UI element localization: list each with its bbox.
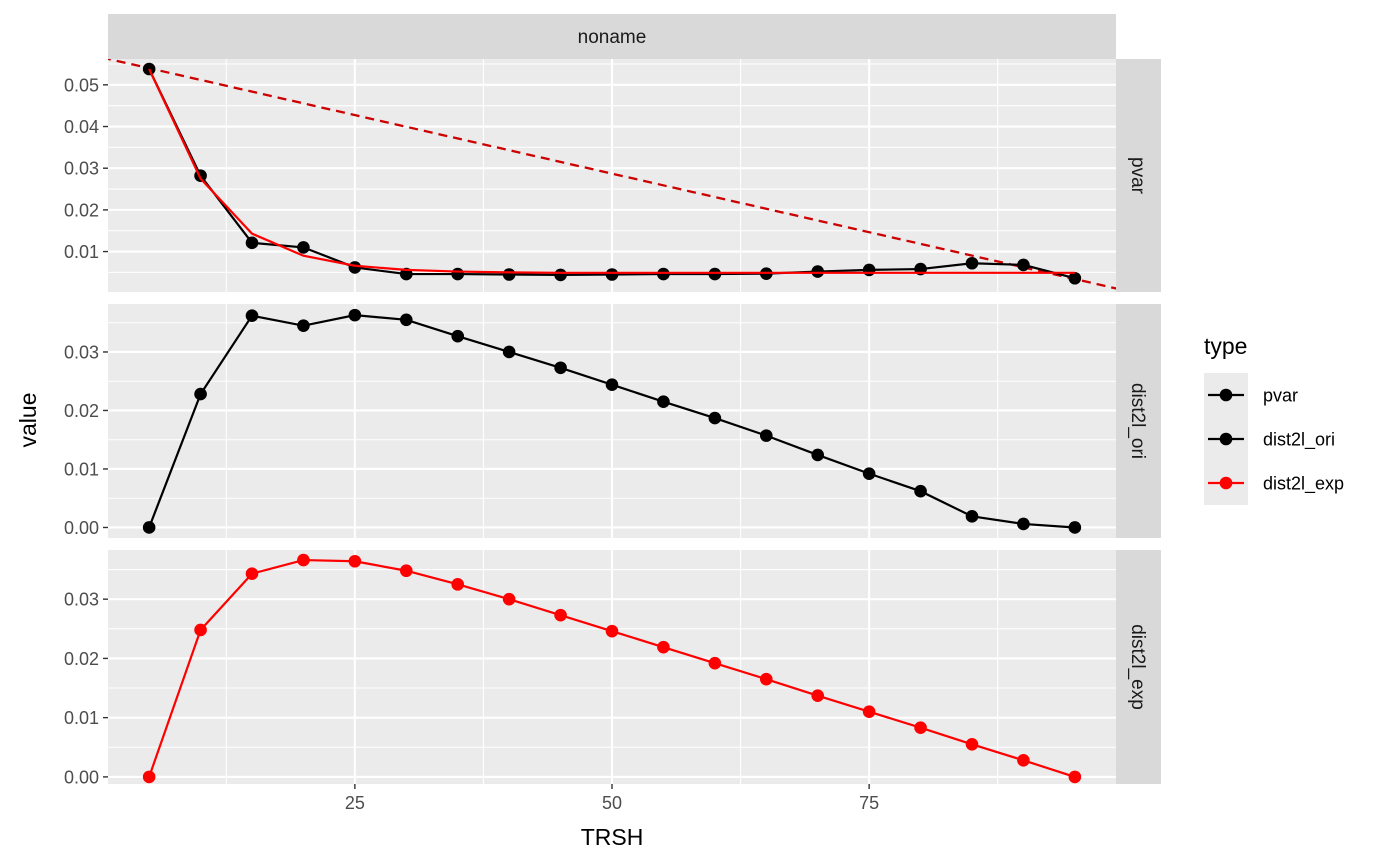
data-point — [1068, 770, 1082, 784]
data-point — [657, 267, 670, 281]
data-point — [708, 267, 722, 281]
y-tick-label: 0.02 — [64, 200, 99, 220]
legend-key-point — [1219, 432, 1233, 446]
data-point — [297, 553, 310, 567]
data-point — [708, 411, 722, 425]
panel-data — [142, 308, 1082, 534]
x-tick-label: 50 — [602, 793, 622, 813]
data-point — [657, 395, 670, 408]
data-point — [759, 672, 773, 686]
facet-strip-top — [108, 14, 1116, 59]
y-tick-label: 0.05 — [64, 75, 99, 95]
data-point — [862, 263, 876, 277]
data-point — [1017, 258, 1030, 272]
data-point — [554, 608, 567, 622]
panel-dist2l_ori: 0.00 0.01 0.02 0.03 dist2l_ori — [64, 304, 1161, 538]
data-point — [914, 484, 927, 498]
data-point — [605, 378, 619, 392]
data-point — [708, 656, 722, 670]
data-point — [657, 640, 670, 654]
data-point — [811, 689, 825, 703]
data-point — [965, 738, 979, 751]
data-point — [194, 387, 207, 401]
data-point — [245, 309, 259, 323]
data-point — [194, 623, 207, 637]
data-point — [1017, 517, 1030, 531]
panel-pvar: 0.01 0.02 0.03 0.04 0.05 pvar — [64, 59, 1161, 292]
y-tick-label: 0.04 — [64, 117, 99, 137]
panel-data — [108, 59, 1116, 290]
panels-layer: 0.01 0.02 0.03 0.04 0.05 pvar 0.00 0.01 0.02 0.03… — [64, 59, 1161, 813]
data-point — [862, 467, 876, 480]
data-point — [451, 267, 465, 281]
legend-label: dist2l_ori — [1263, 430, 1335, 451]
x-axis-title: TRSH — [581, 824, 644, 850]
y-axis-title: value — [15, 393, 41, 448]
legend-key-point — [1219, 476, 1233, 490]
data-point — [605, 624, 619, 638]
y-tick-label: 0.03 — [64, 342, 99, 362]
y-tick-label: 0.02 — [64, 649, 99, 669]
data-point — [348, 261, 362, 274]
data-point — [399, 313, 413, 327]
y-tick-label: 0.02 — [64, 401, 99, 421]
data-point — [451, 329, 465, 343]
data-point — [554, 361, 567, 375]
y-tick-label: 0.01 — [64, 708, 99, 728]
x-tick-label: 75 — [859, 793, 879, 813]
data-point — [502, 268, 516, 281]
data-point — [348, 554, 362, 568]
data-point — [605, 268, 619, 281]
y-tick-label: 0.00 — [64, 518, 99, 538]
facet-strip-right — [1116, 304, 1161, 538]
y-tick-label: 0.01 — [64, 459, 99, 479]
x-tick-label: 25 — [345, 793, 365, 813]
panel-data — [142, 553, 1082, 784]
data-point — [862, 705, 876, 719]
panel-dist2l_exp: 0.00 0.01 0.02 0.03 dist2l_exp — [64, 550, 1161, 787]
data-point — [297, 241, 310, 254]
data-point — [245, 236, 259, 250]
data-point — [1068, 521, 1082, 534]
data-point — [759, 429, 773, 442]
data-point — [502, 592, 516, 606]
data-point — [554, 268, 567, 282]
facet-strip-top-label: noname — [578, 27, 647, 48]
data-point — [297, 319, 310, 332]
legend-label: pvar — [1263, 386, 1298, 406]
facet-strip-right-label: pvar — [1127, 157, 1148, 195]
data-point — [1017, 754, 1030, 767]
facet-strip-right-label: dist2l_ori — [1127, 383, 1148, 459]
facet-strip-right-label: dist2l_exp — [1127, 624, 1148, 710]
facet-strip-right — [1116, 550, 1161, 784]
data-point — [1068, 271, 1082, 285]
data-point — [451, 578, 465, 591]
y-tick-label: 0.03 — [64, 159, 99, 179]
data-point — [811, 265, 825, 278]
data-point — [245, 567, 259, 580]
data-point — [142, 521, 156, 534]
data-point — [348, 308, 362, 322]
data-point — [142, 770, 156, 784]
data-point — [914, 721, 927, 735]
data-point — [811, 448, 825, 462]
data-point — [965, 256, 979, 270]
series-line — [148, 68, 1075, 274]
data-point — [965, 510, 979, 523]
legend-label: dist2l_exp — [1263, 474, 1344, 495]
data-point — [502, 345, 516, 359]
legend: type pvar dist2l_ori dist2l_exp — [1204, 333, 1344, 505]
legend-key-point — [1219, 388, 1233, 402]
facet-strip-right — [1116, 59, 1161, 292]
legend-title: type — [1204, 333, 1247, 359]
y-tick-label: 0.01 — [64, 242, 99, 262]
y-tick-label: 0.00 — [64, 767, 99, 787]
data-point — [399, 564, 413, 578]
y-tick-label: 0.03 — [64, 590, 99, 610]
